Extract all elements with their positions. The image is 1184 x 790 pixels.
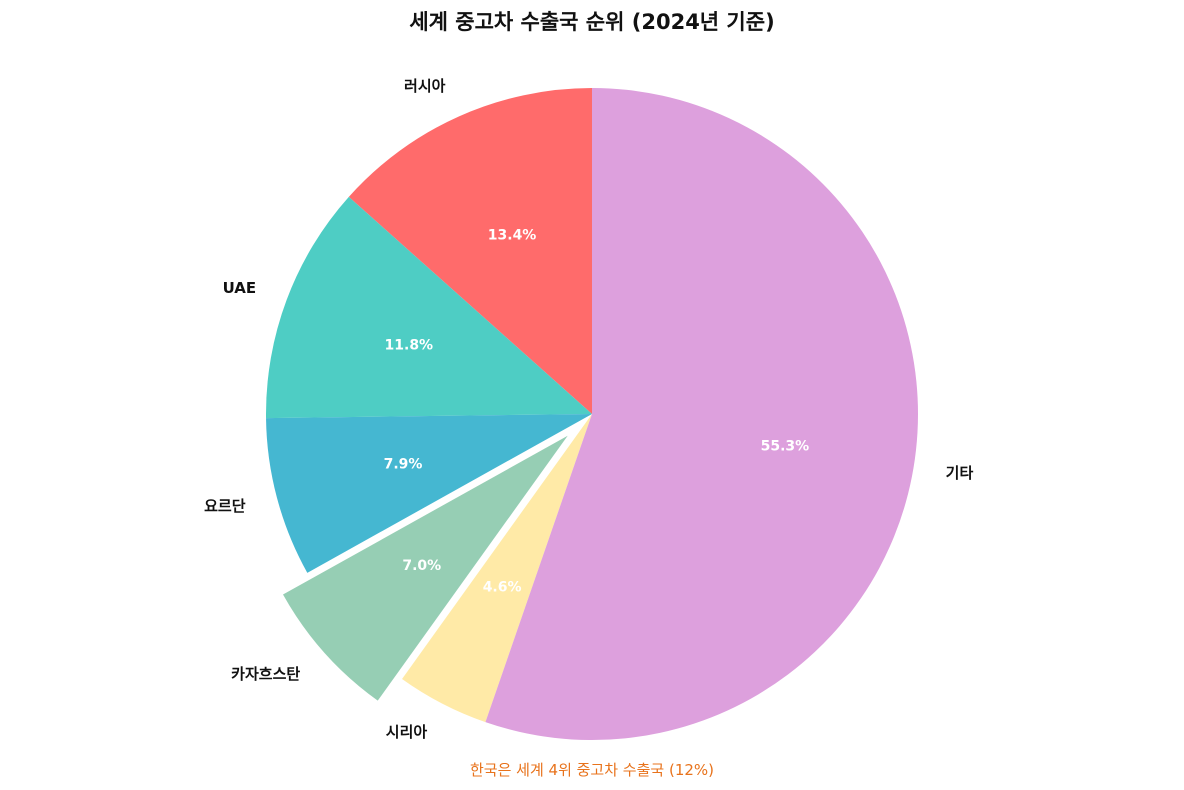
percent-label: 4.6% bbox=[483, 580, 522, 596]
pie-slice bbox=[348, 88, 592, 414]
percent-label: 11.8% bbox=[385, 337, 434, 353]
percent-label: 7.0% bbox=[402, 558, 441, 574]
percent-label: 55.3% bbox=[761, 438, 810, 454]
slice-label: UAE bbox=[223, 279, 257, 297]
percent-label: 13.4% bbox=[488, 227, 537, 243]
slice-label: 러시아 bbox=[404, 77, 446, 95]
slice-label: 카자흐스탄 bbox=[231, 665, 300, 683]
chart-title: 세계 중고차 수출국 순위 (2024년 기준) bbox=[409, 10, 775, 34]
pie-slice bbox=[402, 414, 592, 723]
chart-annotation: 한국은 세계 4위 중고차 수출국 (12%) bbox=[469, 761, 715, 779]
percent-label: 7.9% bbox=[384, 456, 423, 472]
pie-slice bbox=[266, 414, 592, 573]
slice-label: 요르단 bbox=[204, 497, 246, 515]
pie-slice bbox=[282, 435, 568, 701]
pie-slice bbox=[485, 88, 918, 740]
slice-label: 시리아 bbox=[386, 723, 428, 741]
pie-slice bbox=[265, 196, 592, 419]
slice-label: 기타 bbox=[946, 464, 974, 482]
